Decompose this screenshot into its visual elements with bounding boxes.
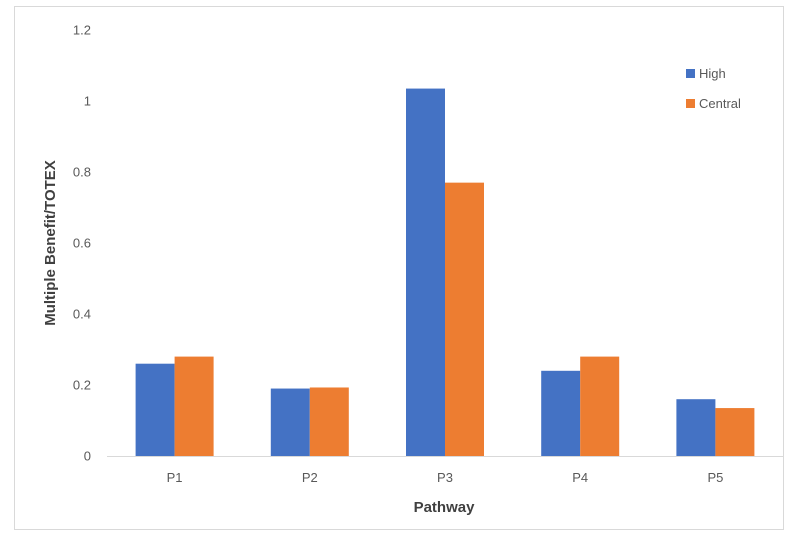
y-axis-title: Multiple Benefit/TOTEX: [42, 160, 59, 326]
x-tick-label: P4: [572, 470, 588, 485]
bar-high-p4: [541, 370, 581, 456]
bar-central-p1: [174, 356, 214, 456]
legend: High Central: [686, 66, 741, 111]
bar-central-p2: [309, 387, 349, 456]
x-axis-ticks: P1 P2 P3 P4 P5: [167, 470, 724, 485]
bars: [135, 88, 755, 456]
bar-central-p3: [445, 182, 484, 456]
legend-label-high: High: [699, 66, 726, 81]
x-tick-label: P2: [302, 470, 318, 485]
y-tick-label: 0.4: [73, 307, 91, 322]
legend-swatch-central: [686, 99, 695, 108]
x-axis-title: Pathway: [414, 499, 476, 516]
y-axis-ticks: 0 0.2 0.4 0.6 0.8 1 1.2: [73, 23, 91, 464]
legend-label-central: Central: [699, 96, 741, 111]
y-tick-label: 0: [84, 449, 91, 464]
x-tick-label: P3: [437, 470, 453, 485]
y-tick-label: 0.2: [73, 378, 91, 393]
x-tick-label: P1: [167, 470, 183, 485]
y-tick-label: 0.8: [73, 165, 91, 180]
bar-high-p5: [676, 399, 716, 456]
bar-high-p3: [406, 88, 445, 456]
bar-central-p4: [580, 356, 620, 456]
bar-high-p1: [135, 363, 175, 456]
y-tick-label: 1.2: [73, 23, 91, 38]
y-tick-label: 1: [84, 94, 91, 109]
bar-high-p2: [270, 388, 310, 456]
x-tick-label: P5: [707, 470, 723, 485]
legend-swatch-high: [686, 69, 695, 78]
bar-central-p5: [715, 408, 755, 456]
y-tick-label: 0.6: [73, 236, 91, 251]
